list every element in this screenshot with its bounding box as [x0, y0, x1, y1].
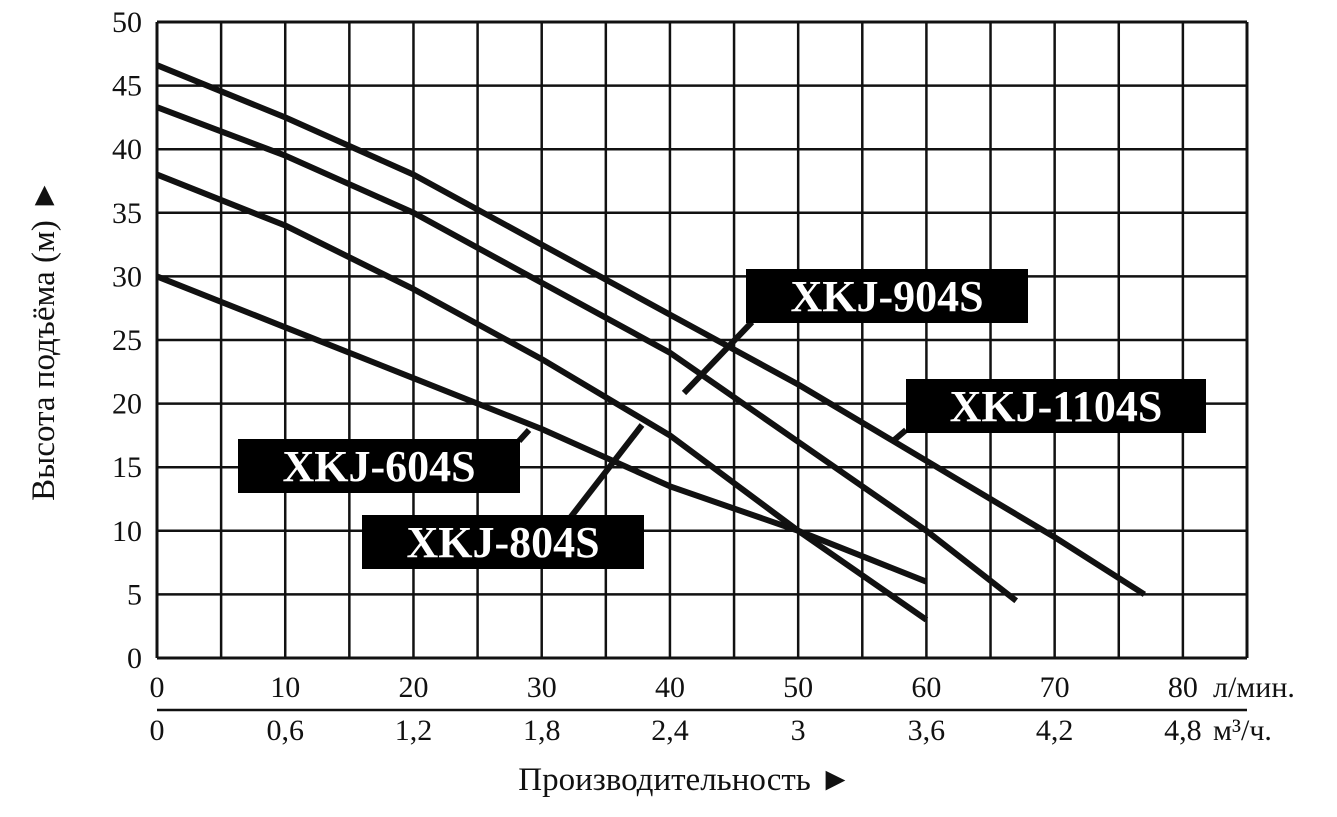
y-tick-label: 25 — [112, 324, 142, 357]
series-label-box — [906, 379, 1206, 433]
label-leaders — [516, 319, 908, 520]
y-tick-label: 10 — [112, 515, 142, 548]
x-tick-label: 50 — [783, 671, 813, 704]
x2-tick-label: 0 — [150, 714, 165, 747]
y-tick-labels: 0 5 10 15 20 25 30 35 40 45 50 — [112, 6, 142, 675]
x-axis-title: Производительность ► — [518, 762, 851, 798]
series-line-2 — [155, 171, 929, 623]
y-axis-title: Высота подъёма (м) ► — [26, 179, 62, 501]
x2-tick-label: 3 — [791, 714, 806, 747]
y-tick-label: 30 — [112, 260, 142, 293]
x-tick-label: 60 — [911, 671, 941, 704]
y-tick-label: 20 — [112, 388, 142, 421]
series-leader-line — [681, 319, 755, 396]
x-tick-label: 0 — [150, 671, 165, 704]
y-tick-label: 15 — [112, 451, 142, 484]
series-leader-line — [567, 423, 645, 520]
x-tick-labels: 0 10 20 30 40 50 60 70 80 — [150, 671, 1198, 704]
x2-tick-label: 2,4 — [651, 714, 689, 747]
series-label-box — [746, 269, 1028, 323]
x2-tick-labels: 0 0,6 1,2 1,8 2,4 3 3,6 4,2 4,8 — [150, 714, 1202, 747]
y-tick-label: 35 — [112, 197, 142, 230]
series-leader-line — [891, 427, 908, 444]
series-line-1 — [155, 273, 928, 585]
x-tick-label: 30 — [527, 671, 557, 704]
x2-tick-label: 1,8 — [523, 714, 561, 747]
x2-tick-label: 3,6 — [908, 714, 946, 747]
x-tick-label: 10 — [270, 671, 300, 704]
y-tick-label: 5 — [127, 578, 142, 611]
x2-unit-label: м³/ч. — [1213, 714, 1272, 747]
x-tick-label: 20 — [398, 671, 428, 704]
series-line-4 — [155, 62, 1147, 597]
y-tick-label: 50 — [112, 6, 142, 39]
series-label-box — [238, 439, 520, 493]
series-label: XKJ-804S — [406, 518, 599, 567]
series-line-3 — [155, 104, 1019, 604]
series-leader-line — [516, 427, 532, 444]
series-labels: XKJ-604S XKJ-804S XKJ-904S XKJ-1104S — [238, 269, 1206, 569]
series-label: XKJ-1104S — [950, 382, 1163, 431]
x2-tick-label: 1,2 — [395, 714, 433, 747]
y-tick-label: 40 — [112, 133, 142, 166]
series-label: XKJ-604S — [282, 442, 475, 491]
x-tick-label: 80 — [1168, 671, 1198, 704]
y-tick-label: 45 — [112, 70, 142, 103]
x-unit-label: л/мин. — [1213, 671, 1295, 704]
x2-tick-label: 0,6 — [266, 714, 304, 747]
x2-tick-label: 4,2 — [1036, 714, 1074, 747]
x-tick-label: 40 — [655, 671, 685, 704]
series-label: XKJ-904S — [790, 272, 983, 321]
x2-tick-label: 4,8 — [1164, 714, 1202, 747]
series-label-box — [362, 515, 644, 569]
x-tick-label: 70 — [1040, 671, 1070, 704]
series-lines — [155, 62, 1147, 623]
y-tick-label: 0 — [127, 642, 142, 675]
